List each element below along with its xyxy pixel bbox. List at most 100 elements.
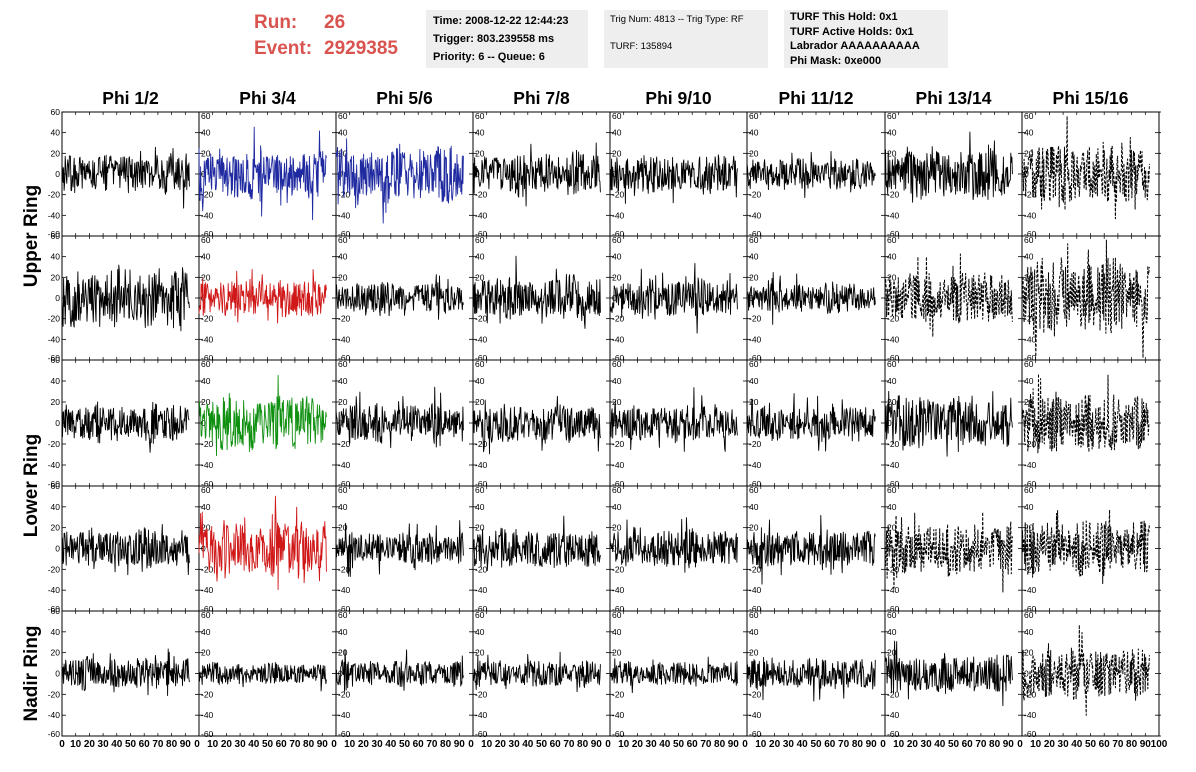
y-tick-label: 40: [475, 252, 485, 262]
waveform-trace: [746, 272, 876, 325]
y-tick-label: 60: [338, 111, 348, 121]
y-tick-label: 0: [1024, 669, 1029, 679]
y-tick-label: 40: [1024, 128, 1034, 138]
y-tick-label: 60: [612, 111, 622, 121]
y-tick-label: -60: [749, 229, 762, 239]
y-tick-label: 20: [749, 523, 759, 533]
y-tick-label: 20: [475, 272, 485, 282]
y-tick-label: -20: [749, 190, 762, 200]
y-tick-label: -60: [338, 604, 351, 614]
y-tick-label: -60: [887, 604, 900, 614]
y-tick-label: -40: [338, 585, 351, 595]
y-tick-label: 40: [749, 627, 759, 637]
y-tick-label: 0: [55, 169, 60, 179]
waveform-trace: [61, 146, 190, 209]
y-tick-label: 20: [51, 523, 61, 533]
y-tick-label: 20: [201, 523, 211, 533]
y-tick-label: -40: [612, 460, 625, 470]
y-tick-label: 0: [887, 418, 892, 428]
y-tick-label: -20: [749, 689, 762, 699]
waveform-trace: [472, 515, 601, 571]
y-tick-label: 40: [1024, 502, 1034, 512]
y-tick-label: 60: [612, 610, 622, 620]
y-tick-label: 60: [51, 606, 61, 616]
x-tick-label: 20: [632, 739, 644, 750]
waveform-trace: [884, 131, 1013, 203]
waveform-trace: [198, 661, 327, 692]
y-tick-label: -60: [475, 353, 488, 363]
y-tick-label: -40: [612, 585, 625, 595]
y-tick-label: -40: [749, 334, 762, 344]
y-tick-label: 20: [338, 648, 348, 658]
y-tick-label: -20: [475, 564, 488, 574]
x-tick-label: 60: [1099, 739, 1111, 750]
y-tick-label: 40: [201, 128, 211, 138]
x-tick-label: 50: [948, 739, 960, 750]
y-tick-label: 20: [338, 397, 348, 407]
y-tick-label: -20: [612, 439, 625, 449]
y-tick-label: -40: [612, 334, 625, 344]
waveform-trace: [335, 274, 464, 320]
y-tick-label: 40: [201, 376, 211, 386]
x-tick-label: 90: [866, 739, 878, 750]
x-tick-label: 20: [358, 739, 370, 750]
y-tick-label: 40: [338, 502, 348, 512]
x-tick-label: 70: [700, 739, 712, 750]
y-tick-label: 60: [612, 359, 622, 369]
x-tick-label: 50: [536, 739, 548, 750]
y-tick-label: 40: [612, 128, 622, 138]
y-tick-label: 40: [201, 502, 211, 512]
x-tick-label: 70: [975, 739, 987, 750]
y-tick-label: -20: [201, 190, 214, 200]
y-tick-label: -20: [338, 439, 351, 449]
y-tick-label: 20: [749, 148, 759, 158]
time-info-box: Time: 2008-12-22 12:44:23 Trigger: 803.2…: [426, 10, 588, 68]
y-tick-label: -60: [1024, 729, 1037, 739]
y-tick-label: 0: [201, 418, 206, 428]
waveform-trace: [335, 520, 464, 577]
x-tick-label: 60: [550, 739, 562, 750]
waveform-trace: [884, 511, 1013, 593]
y-tick-label: -60: [887, 479, 900, 489]
y-tick-label: -60: [48, 729, 61, 739]
y-tick-label: 40: [612, 502, 622, 512]
y-tick-label: -40: [475, 334, 488, 344]
x-tick-label: 20: [495, 739, 507, 750]
y-tick-label: -40: [201, 334, 214, 344]
x-tick-label: 30: [235, 739, 247, 750]
y-tick-label: 20: [51, 397, 61, 407]
y-tick-label: 40: [201, 627, 211, 637]
y-tick-label: -60: [338, 353, 351, 363]
waveform-trace: [1021, 373, 1150, 454]
y-tick-label: -60: [1024, 604, 1037, 614]
y-tick-label: -60: [48, 353, 61, 363]
y-tick-label: 60: [1024, 235, 1034, 245]
y-tick-label: 60: [1024, 359, 1034, 369]
y-tick-label: 20: [1024, 272, 1034, 282]
y-tick-label: -20: [749, 439, 762, 449]
y-tick-label: -60: [475, 729, 488, 739]
y-tick-label: -60: [475, 229, 488, 239]
x-tick-label: 40: [248, 739, 260, 750]
y-tick-label: 20: [1024, 148, 1034, 158]
x-tick-label: 20: [1044, 739, 1056, 750]
y-tick-label: 40: [201, 252, 211, 262]
y-tick-label: -40: [887, 210, 900, 220]
y-tick-label: -40: [612, 210, 625, 220]
y-tick-label: 40: [887, 502, 897, 512]
x-tick-label: 40: [659, 739, 671, 750]
y-tick-label: -60: [338, 729, 351, 739]
y-tick-label: -40: [338, 210, 351, 220]
y-tick-label: -20: [48, 564, 61, 574]
y-tick-label: -60: [612, 479, 625, 489]
x-tick-label: 80: [1126, 739, 1138, 750]
